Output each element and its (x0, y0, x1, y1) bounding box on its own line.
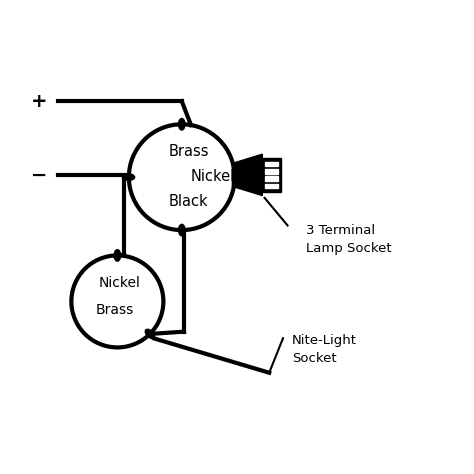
Ellipse shape (145, 329, 155, 338)
Text: Black: Black (169, 193, 209, 209)
Text: +: + (31, 92, 47, 111)
Text: Brass: Brass (168, 145, 209, 159)
Bar (265, 183, 278, 188)
Text: −: − (31, 165, 47, 184)
Ellipse shape (114, 250, 120, 261)
Text: Nickel: Nickel (99, 276, 141, 290)
Text: 3 Terminal
Lamp Socket: 3 Terminal Lamp Socket (306, 224, 392, 255)
Bar (262, 158, 281, 192)
Bar (265, 176, 278, 181)
Ellipse shape (179, 118, 185, 130)
Text: Brass: Brass (96, 303, 134, 317)
Text: Nickel: Nickel (191, 169, 235, 184)
Text: Nite-Light
Socket: Nite-Light Socket (292, 334, 357, 365)
Bar (265, 162, 278, 166)
Ellipse shape (123, 174, 135, 181)
Polygon shape (232, 154, 262, 196)
Bar (265, 169, 278, 173)
Ellipse shape (179, 224, 185, 236)
